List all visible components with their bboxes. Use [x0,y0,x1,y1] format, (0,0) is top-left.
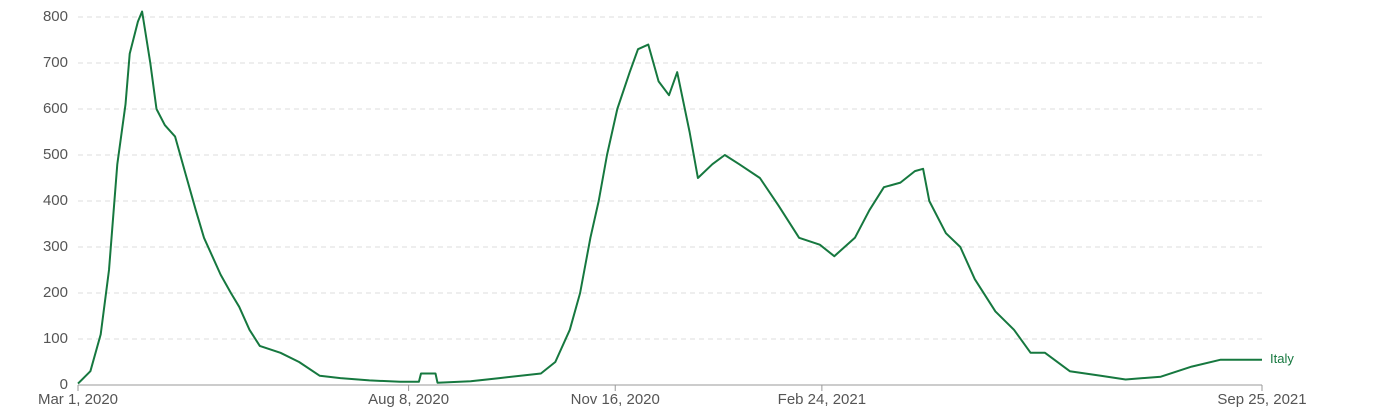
y-tick-label: 300 [43,238,68,255]
y-tick-label: 0 [60,376,68,393]
y-tick-label: 100 [43,330,68,347]
x-tick-label: Mar 1, 2020 [38,391,118,408]
x-tick-label: Nov 16, 2020 [571,391,660,408]
y-tick-label: 400 [43,192,68,209]
y-tick-label: 500 [43,146,68,163]
y-tick-label: 200 [43,284,68,301]
x-tick-label: Aug 8, 2020 [368,391,449,408]
series-line [77,10,1262,385]
series-label: Italy [1270,351,1294,366]
y-tick-label: 800 [43,8,68,25]
x-tick-label: Sep 25, 2021 [1217,391,1306,408]
y-tick-label: 600 [43,100,68,117]
x-tick-label: Feb 24, 2021 [778,391,866,408]
y-tick-label: 700 [43,54,68,71]
